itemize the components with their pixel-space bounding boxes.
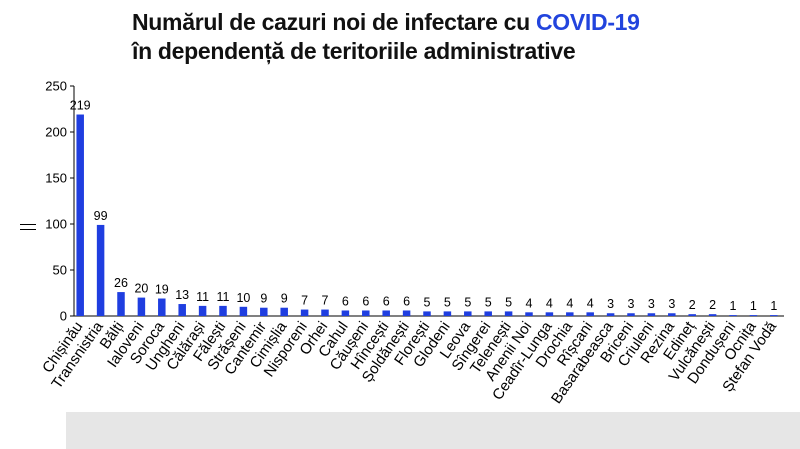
y-tick-label: 50 — [53, 263, 67, 278]
bar — [708, 314, 717, 316]
bar — [606, 313, 615, 316]
bar — [464, 311, 472, 316]
bar — [525, 312, 533, 316]
bar-value-label: 3 — [668, 297, 675, 311]
bar — [362, 310, 370, 316]
bar — [545, 312, 554, 316]
bar-value-label: 7 — [322, 294, 329, 308]
bar-value-label: 13 — [175, 288, 189, 302]
chart-panel — [0, 0, 800, 412]
bar-value-label: 4 — [587, 296, 594, 310]
bar — [219, 305, 227, 316]
bar — [729, 315, 737, 316]
bar-value-label: 99 — [94, 209, 108, 223]
bar-value-label: 5 — [485, 295, 492, 309]
chart-title: Numărul de cazuri noi de infectare cu CO… — [132, 8, 792, 66]
bar — [158, 298, 166, 316]
bar-value-label: 3 — [648, 297, 655, 311]
bar-value-label: 4 — [526, 296, 533, 310]
bar-value-label: 5 — [505, 295, 512, 309]
y-tick-label: 200 — [45, 125, 67, 140]
title-highlight: COVID-19 — [535, 9, 640, 35]
bar-value-label: 11 — [196, 290, 209, 304]
bar-value-label: 11 — [217, 290, 230, 304]
side-mark-top — [20, 224, 36, 225]
bar — [178, 304, 186, 316]
bar-value-label: 20 — [134, 282, 148, 296]
bar — [647, 313, 656, 316]
bar — [770, 315, 778, 316]
bar-value-label: 5 — [444, 295, 451, 309]
bar — [239, 306, 248, 316]
bar-value-label: 2 — [709, 298, 716, 312]
bar-value-label: 4 — [566, 296, 573, 310]
bar-value-label: 1 — [730, 299, 737, 313]
bar-value-label: 26 — [114, 276, 128, 290]
bar-value-label: 6 — [403, 294, 410, 308]
bar-value-label: 6 — [342, 294, 349, 308]
bar-value-label: 6 — [383, 294, 390, 308]
bar-value-label: 3 — [628, 297, 635, 311]
bar — [300, 309, 309, 316]
title-line-2: în dependență de teritoriile administrat… — [132, 38, 576, 64]
bar — [749, 315, 758, 316]
bar — [280, 307, 288, 316]
bar-value-label: 7 — [301, 294, 308, 308]
chart-panel-foot — [0, 412, 66, 449]
bar — [484, 311, 492, 316]
bar — [423, 311, 431, 316]
bar-value-label: 2 — [689, 298, 696, 312]
bar — [260, 307, 268, 316]
bar — [137, 297, 146, 316]
bar-value-label: 10 — [236, 291, 250, 305]
bar — [117, 292, 125, 316]
y-tick-label: 150 — [45, 171, 67, 186]
title-line-1-text: Numărul de cazuri noi de infectare cu — [132, 9, 536, 35]
bar-value-label: 5 — [424, 295, 431, 309]
bar — [341, 310, 350, 316]
bar — [321, 309, 329, 316]
bar-value-label: 5 — [464, 295, 471, 309]
bar — [382, 310, 390, 316]
bar-value-label: 6 — [362, 294, 369, 308]
bar-value-label: 3 — [607, 297, 614, 311]
y-tick-label: 100 — [45, 217, 67, 232]
bar-value-label: 4 — [546, 296, 553, 310]
bar — [627, 313, 635, 316]
y-tick-label: 0 — [60, 309, 67, 324]
bar-value-label: 9 — [281, 292, 288, 306]
bar — [688, 314, 696, 316]
bar — [443, 311, 452, 316]
bar-value-label: 19 — [155, 283, 169, 297]
y-tick-label: 250 — [45, 79, 67, 94]
bar — [76, 114, 84, 317]
bar — [668, 313, 676, 316]
bar — [504, 311, 513, 316]
bar-value-label: 219 — [70, 99, 91, 113]
side-mark-bottom — [20, 229, 36, 230]
bar — [586, 312, 594, 316]
bar — [402, 310, 411, 316]
bar — [96, 224, 105, 316]
bar-value-label: 1 — [750, 299, 757, 313]
bar — [566, 312, 574, 316]
bar-value-label: 9 — [260, 292, 267, 306]
title-line-1: Numărul de cazuri noi de infectare cu CO… — [132, 8, 792, 37]
bar-value-label: 1 — [770, 299, 777, 313]
bar — [198, 305, 207, 316]
